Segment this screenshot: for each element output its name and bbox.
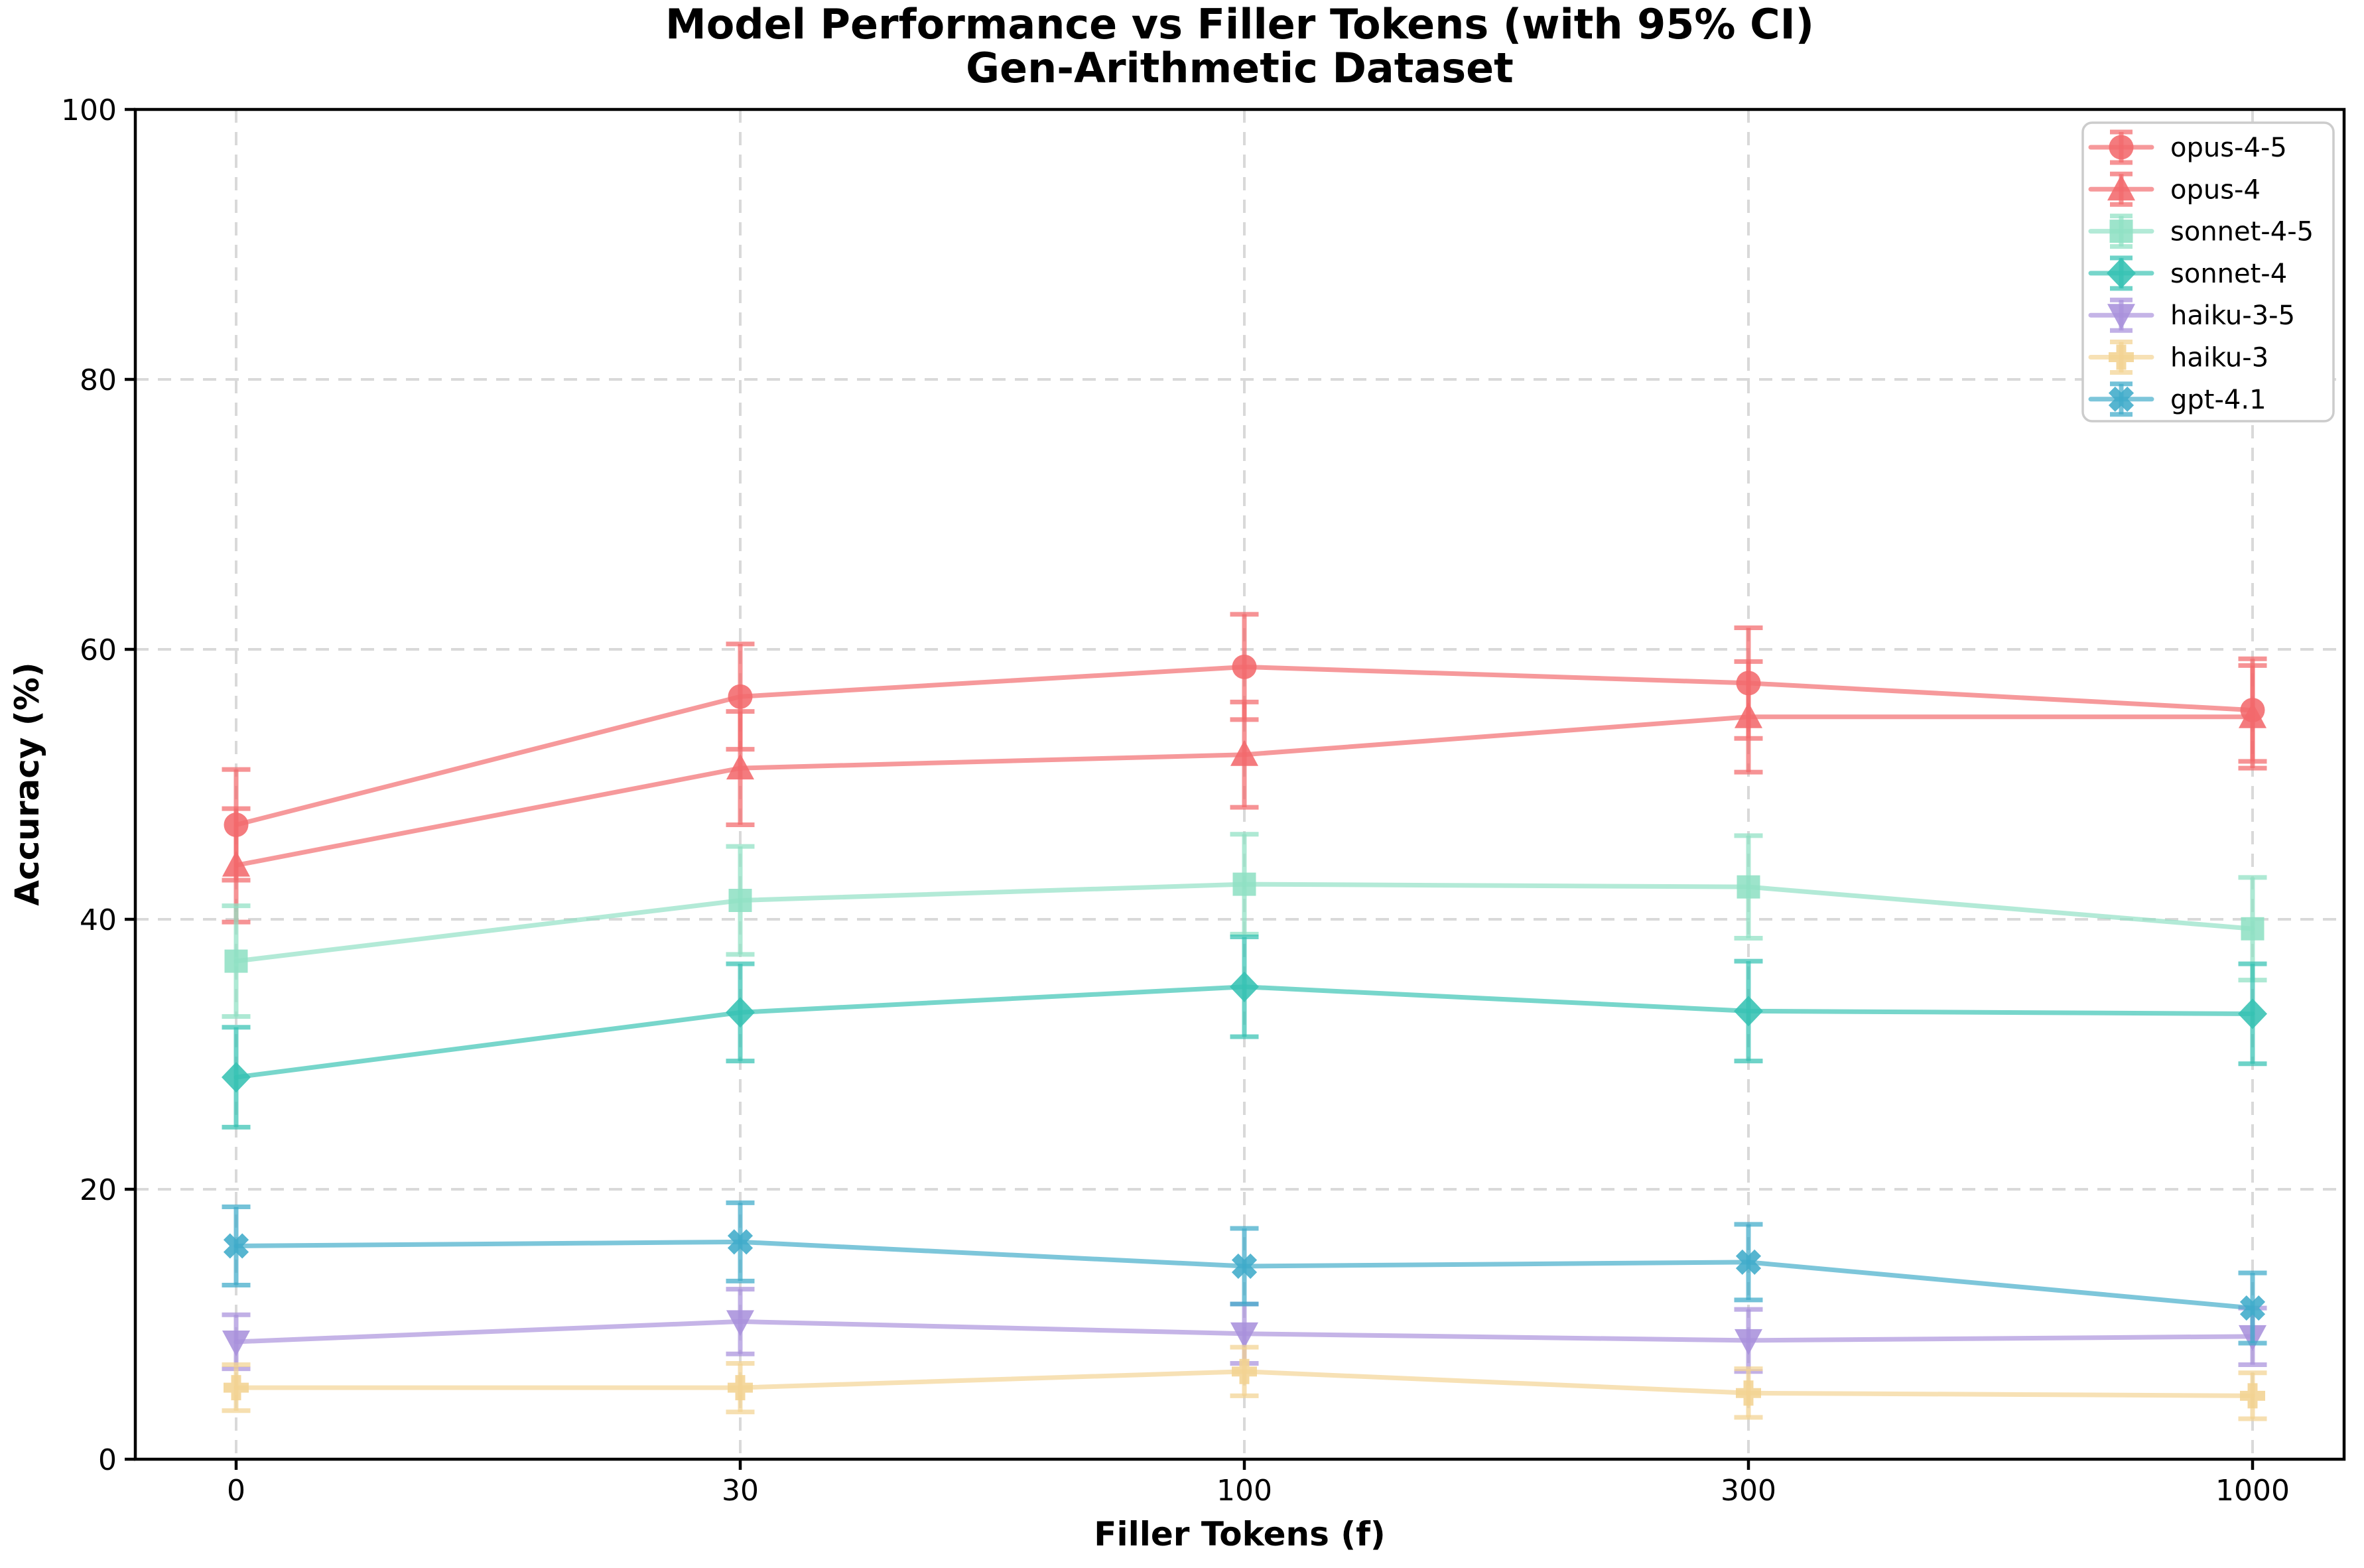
marker-opus-4-5 (728, 684, 753, 709)
y-tick-label-60: 60 (80, 633, 117, 667)
chart-title-line2: Gen-Arithmetic Dataset (966, 44, 1514, 92)
y-tick-label-40: 40 (80, 903, 117, 937)
marker-haiku-3-5 (222, 1330, 250, 1356)
y-tick-label-0: 0 (98, 1443, 117, 1477)
marker-sonnet-4 (222, 1062, 251, 1093)
series-haiku-3 (222, 1344, 2267, 1421)
legend-marker-sonnet-4 (2107, 257, 2136, 289)
marker-gpt-4.1 (1735, 1249, 1762, 1275)
x-tick-label-0: 0 (227, 1474, 245, 1508)
marker-haiku-3 (1232, 1358, 1257, 1384)
x-tick-label-100: 100 (1216, 1474, 1272, 1508)
legend-box (2081, 121, 2335, 423)
marker-gpt-4.1 (1231, 1253, 1258, 1279)
x-tick-label-1000: 1000 (2215, 1474, 2290, 1508)
legend: opus-4-5 opus-4 sonnet-4-5 sonnet-4 haiku-3-… (2081, 121, 2335, 423)
x-axis-label: Filler Tokens (f) (1094, 1515, 1385, 1553)
marker-gpt-4.1 (727, 1229, 754, 1255)
series-sonnet-4 (222, 934, 2267, 1130)
marker-sonnet-4 (2238, 998, 2267, 1029)
marker-sonnet-4-5 (224, 949, 248, 973)
legend-item-opus-4: opus-4 (2088, 171, 2261, 207)
series-gpt-4.1 (222, 1200, 2267, 1346)
marker-opus-4 (1230, 740, 1258, 766)
marker-sonnet-4 (1734, 996, 1763, 1027)
series-opus-4 (222, 659, 2267, 925)
marker-opus-4 (222, 850, 250, 877)
legend-label-haiku-3-5: haiku-3-5 (2170, 300, 2295, 331)
legend-item-opus-4-5: opus-4-5 (2088, 129, 2287, 165)
legend-item-sonnet-4-5: sonnet-4-5 (2088, 214, 2314, 249)
marker-haiku-3 (1736, 1380, 1761, 1406)
series-layer (222, 612, 2267, 1421)
marker-haiku-3-5 (726, 1310, 754, 1337)
legend-label-opus-4: opus-4 (2170, 174, 2261, 205)
legend-marker-gpt-4.1 (2108, 386, 2134, 412)
marker-haiku-3-5 (1735, 1329, 1762, 1355)
legend-item-haiku-3: haiku-3 (2088, 340, 2268, 375)
marker-opus-4 (1735, 702, 1762, 728)
legend-item-haiku-3-5: haiku-3-5 (2088, 297, 2295, 333)
legend-marker-sonnet-4-5 (2109, 220, 2133, 243)
y-tick-label-80: 80 (80, 363, 117, 397)
legend-label-opus-4-5: opus-4-5 (2170, 133, 2287, 163)
legend-label-sonnet-4-5: sonnet-4-5 (2170, 217, 2314, 247)
marker-gpt-4.1 (223, 1233, 249, 1259)
legend-marker-haiku-3 (2109, 344, 2134, 370)
series-haiku-3-5 (222, 1287, 2267, 1374)
marker-sonnet-4-5 (1232, 872, 1256, 896)
marker-gpt-4.1 (2239, 1295, 2266, 1321)
marker-opus-4-5 (1232, 654, 1257, 679)
legend-marker-opus-4 (2107, 174, 2135, 201)
x-tick-label-30: 30 (722, 1474, 759, 1508)
chart-title-line1: Model Performance vs Filler Tokens (with… (665, 0, 1814, 48)
legend-label-sonnet-4: sonnet-4 (2170, 259, 2287, 289)
marker-opus-4 (2239, 702, 2266, 728)
legend-item-sonnet-4: sonnet-4 (2088, 255, 2287, 291)
legend-marker-opus-4-5 (2109, 135, 2134, 160)
legend-item-gpt-4.1: gpt-4.1 (2088, 381, 2266, 417)
marker-sonnet-4-5 (2241, 917, 2265, 941)
legend-marker-haiku-3-5 (2107, 304, 2135, 330)
marker-haiku-3 (728, 1375, 753, 1401)
marker-haiku-3 (2240, 1383, 2265, 1409)
legend-label-gpt-4.1: gpt-4.1 (2170, 385, 2266, 415)
marker-sonnet-4 (726, 997, 755, 1028)
marker-haiku-3 (224, 1375, 249, 1401)
series-sonnet-4-5 (222, 832, 2267, 1019)
marker-sonnet-4 (1230, 971, 1259, 1002)
x-tick-label-300: 300 (1721, 1474, 1776, 1508)
legend-label-haiku-3: haiku-3 (2170, 343, 2268, 373)
y-tick-label-100: 100 (61, 94, 117, 127)
plot-border (133, 107, 2346, 1461)
marker-sonnet-4-5 (728, 889, 752, 913)
marker-opus-4 (726, 753, 754, 780)
y-axis-label: Accuracy (%) (8, 662, 46, 905)
y-tick-label-20: 20 (80, 1173, 117, 1207)
marker-sonnet-4-5 (1737, 875, 1760, 899)
marker-haiku-3-5 (1230, 1322, 1258, 1348)
